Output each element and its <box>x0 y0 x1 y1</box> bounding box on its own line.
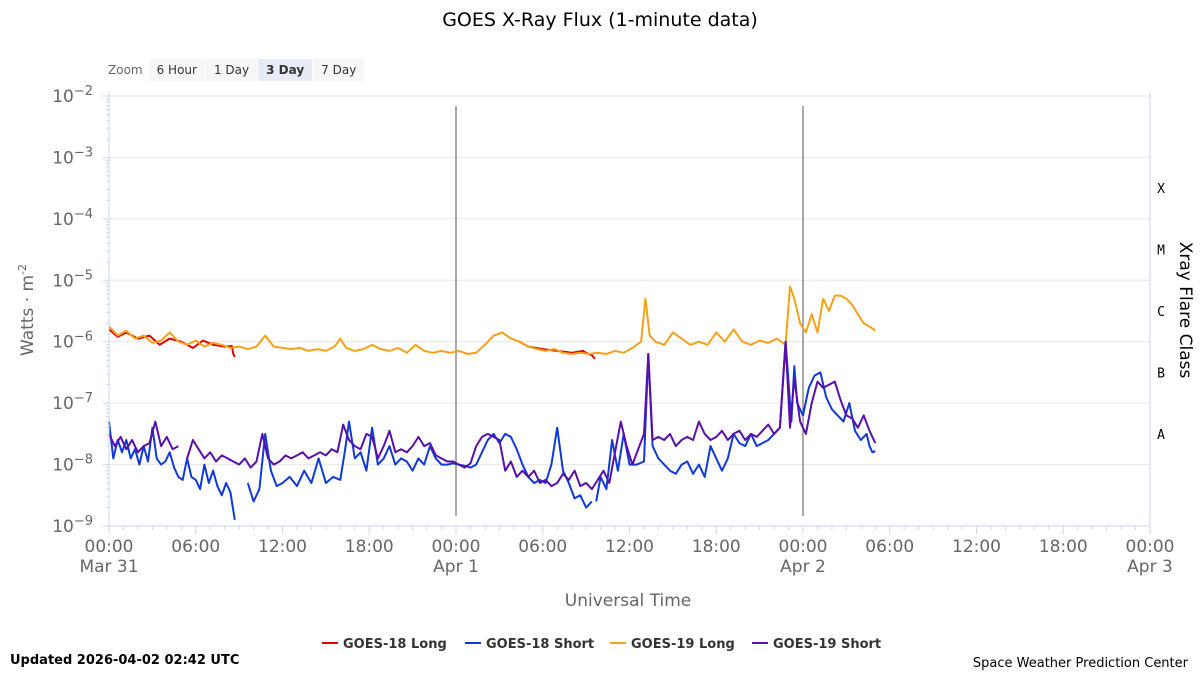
x-tick-label: 18:00 <box>1039 537 1088 557</box>
x-tick-label: 18:00 <box>345 537 394 557</box>
data-series <box>108 285 877 521</box>
y-tick-label: 10−4 <box>52 207 93 230</box>
zoom-label: Zoom <box>108 63 143 77</box>
zoom-1-day-button[interactable]: 1 Day <box>205 59 258 81</box>
x-tick-label: 00:00 <box>1126 537 1175 557</box>
flare-class-label: C <box>1157 305 1165 320</box>
x-tick-date-label: Apr 1 <box>433 557 479 577</box>
x-tick-label: 18:00 <box>692 537 741 557</box>
credit-text: Space Weather Prediction Center <box>972 656 1188 671</box>
x-axis-label: Universal Time <box>565 591 691 611</box>
legend-item-label: GOES-19 Long <box>631 637 735 652</box>
grid-lines <box>109 95 1150 527</box>
series-goes-19-short <box>108 420 179 454</box>
x-tick-label: 12:00 <box>952 537 1001 557</box>
y-axis-label-text: Watts · m <box>18 275 38 356</box>
x-tick-label: 06:00 <box>865 537 914 557</box>
updated-timestamp: Updated 2026-04-02 02:42 UTC <box>10 653 240 668</box>
legend-item-label: GOES-18 Long <box>343 637 447 652</box>
y-tick-label: 10−9 <box>52 514 93 537</box>
series-goes-18-short <box>108 421 236 521</box>
x-tick-date-label: Apr 3 <box>1127 557 1173 577</box>
y-tick-label: 10−2 <box>52 84 93 107</box>
y-tick-label: 10−3 <box>52 145 93 168</box>
x-tick-label: 06:00 <box>171 537 220 557</box>
x-tick-label: 00:00 <box>432 537 481 557</box>
x-tick-label: 00:00 <box>85 537 134 557</box>
y-tick-label: 10−8 <box>52 453 93 476</box>
series-goes-19-short <box>186 340 877 491</box>
flare-class-label: A <box>1157 428 1165 443</box>
axes: 10−210−310−410−510−610−710−810−900:00Mar… <box>52 84 1174 577</box>
day-boundary-lines <box>455 106 804 516</box>
x-tick-date-label: Mar 31 <box>79 557 138 577</box>
y-tick-label: 10−5 <box>52 268 93 291</box>
series-goes-19-long <box>108 285 876 355</box>
zoom-6-hour-button[interactable]: 6 Hour <box>148 59 205 81</box>
y-axis-label-sup: -2 <box>16 264 29 275</box>
zoom-controls: Zoom 6 Hour 1 Day 3 Day 7 Day <box>108 59 365 81</box>
x-tick-label: 12:00 <box>258 537 307 557</box>
zoom-3-day-button[interactable]: 3 Day <box>258 59 313 81</box>
flare-class-label: B <box>1157 366 1165 381</box>
y-tick-label: 10−7 <box>52 391 93 414</box>
y-tick-label: 10−6 <box>52 330 93 353</box>
x-tick-label: 06:00 <box>518 537 567 557</box>
x-tick-label: 12:00 <box>605 537 654 557</box>
flare-class-axis-label: Xray Flare Class <box>1175 242 1195 379</box>
legend: GOES-18 Long GOES-18 Short GOES-19 Long GOE… <box>322 637 881 652</box>
series-goes-18-short <box>246 420 593 509</box>
flare-class-label: M <box>1157 244 1165 259</box>
legend-item-label: GOES-18 Short <box>486 637 594 652</box>
legend-item-label: GOES-19 Short <box>773 637 881 652</box>
y-axis-label: Watts · m-2 <box>16 264 38 356</box>
flare-class-label: X <box>1157 182 1165 197</box>
chart-title: GOES X-Ray Flux (1-minute data) <box>442 9 758 31</box>
x-tick-label: 00:00 <box>779 537 828 557</box>
zoom-7-day-button[interactable]: 7 Day <box>313 59 365 81</box>
x-tick-date-label: Apr 2 <box>780 557 826 577</box>
series-goes-18-short <box>595 340 876 502</box>
